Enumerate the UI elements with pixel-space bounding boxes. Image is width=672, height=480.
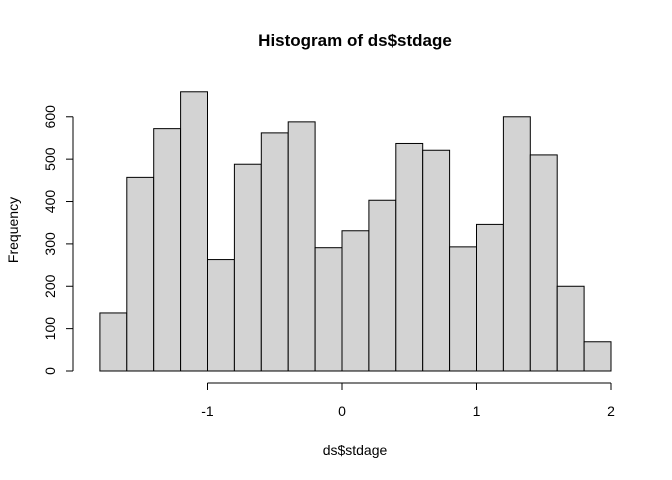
histogram-bar bbox=[449, 246, 478, 372]
x-tick-label: 2 bbox=[607, 403, 615, 419]
chart-title: Histogram of ds$stdage bbox=[258, 31, 452, 50]
y-tick-label: 300 bbox=[42, 232, 58, 256]
histogram-bar bbox=[368, 199, 397, 372]
y-tick-label: 100 bbox=[42, 317, 58, 341]
x-tick-label: 1 bbox=[473, 403, 481, 419]
y-tick-label: 0 bbox=[42, 367, 58, 375]
y-tick-label: 400 bbox=[42, 190, 58, 214]
histogram-bar bbox=[260, 132, 289, 372]
histogram-bar bbox=[502, 116, 531, 372]
histogram-bar bbox=[126, 176, 155, 372]
histogram-bar bbox=[99, 312, 128, 372]
histogram-bar bbox=[529, 154, 558, 372]
y-tick-label: 600 bbox=[42, 105, 58, 129]
x-axis: -1 0 1 2 bbox=[201, 382, 615, 419]
histogram-bar bbox=[180, 91, 209, 372]
histogram-bar bbox=[395, 142, 424, 372]
y-axis-label: Frequency bbox=[5, 197, 21, 263]
histogram-bar bbox=[476, 223, 504, 372]
histogram-bar bbox=[207, 259, 235, 372]
histogram-bar bbox=[287, 121, 316, 372]
histogram-bar bbox=[556, 285, 585, 372]
histogram-bar bbox=[583, 341, 612, 372]
y-tick-label: 500 bbox=[42, 147, 58, 171]
histogram-bar bbox=[314, 247, 343, 372]
x-tick-label: -1 bbox=[201, 403, 214, 419]
histogram-bar bbox=[153, 128, 182, 372]
bars-group bbox=[99, 91, 612, 372]
x-axis-label: ds$stdage bbox=[323, 442, 388, 458]
histogram-bar bbox=[341, 230, 370, 372]
y-tick-label: 200 bbox=[42, 274, 58, 298]
x-tick-label: 0 bbox=[338, 403, 346, 419]
histogram-bar bbox=[233, 163, 262, 372]
histogram-bar bbox=[422, 149, 451, 372]
y-axis: 0 100 200 300 400 500 600 bbox=[42, 105, 74, 375]
